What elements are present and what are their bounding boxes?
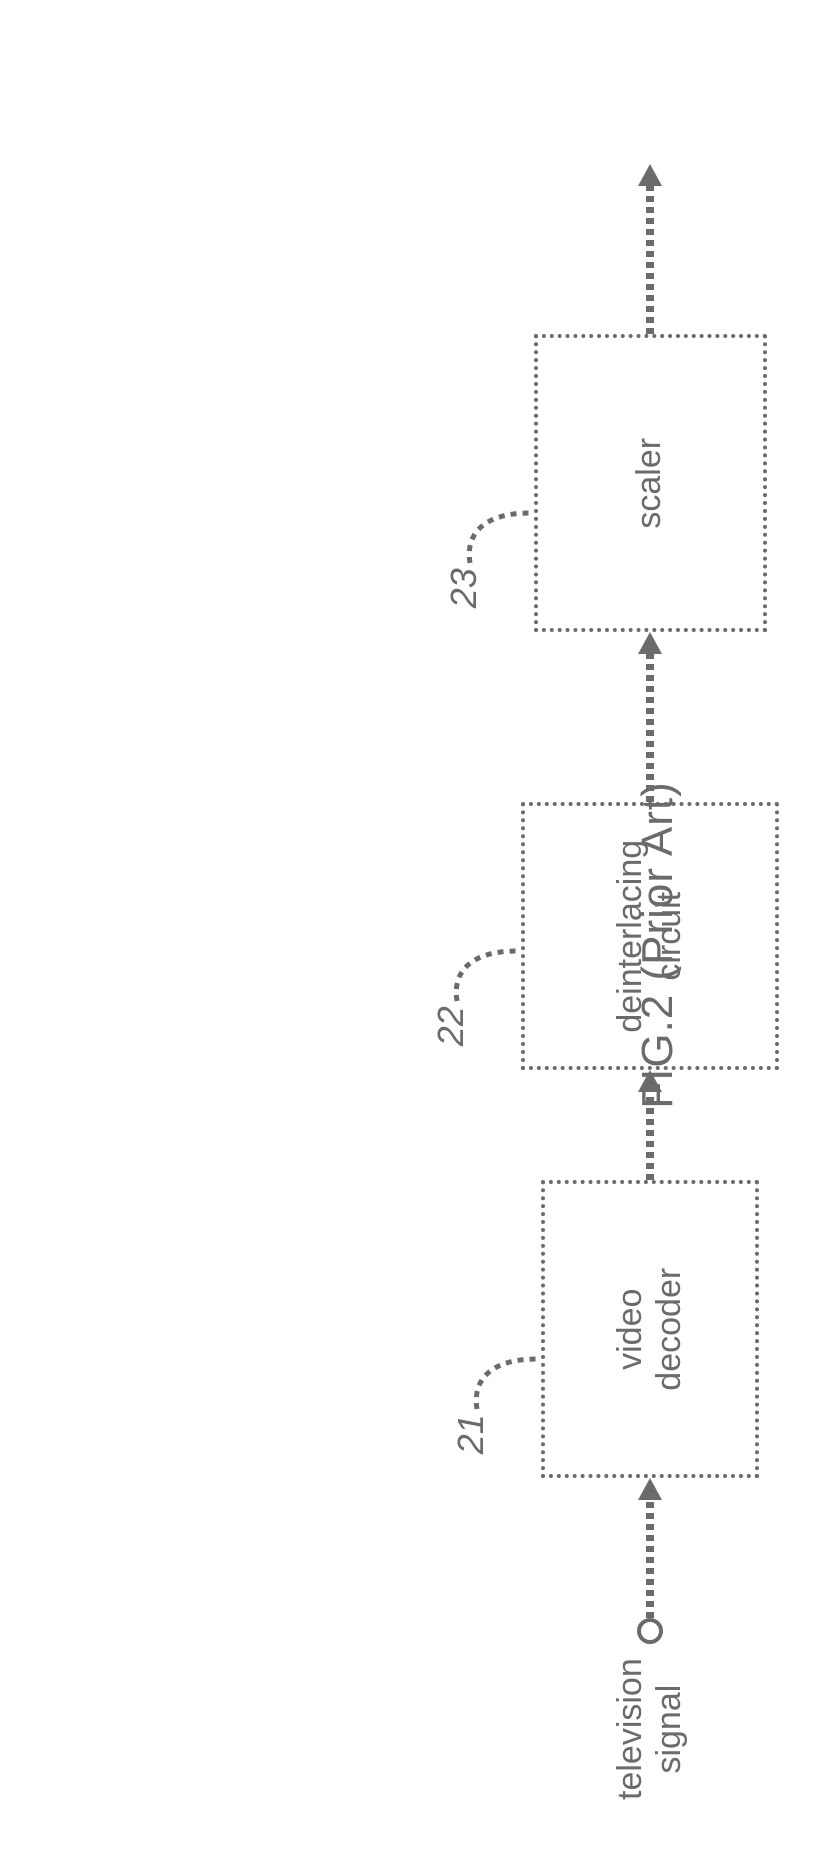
signal-label-line1: television: [611, 1658, 650, 1800]
figure-caption: FIG.2 (Prior Art): [633, 537, 683, 1353]
signal-label: televisionsignal: [611, 1658, 689, 1800]
scaler-ref: 23: [443, 568, 484, 608]
input-node-icon: [637, 1618, 663, 1644]
flow-container: televisionsignalvideodecoder21deinterlac…: [400, 0, 816, 1800]
scaler-leader-icon: [460, 468, 540, 568]
deinterlacing-circuit-leader-icon: [447, 906, 527, 1006]
arrow: [638, 164, 662, 334]
figure-canvas: televisionsignalvideodecoder21deinterlac…: [0, 0, 816, 1858]
scaler-label-line1: scaler: [630, 438, 669, 529]
arrow: [638, 1478, 662, 1618]
deinterlacing-circuit-ref: 22: [430, 1006, 471, 1046]
signal-label-line2: signal: [650, 1658, 689, 1800]
video-decoder-leader-icon: [467, 1314, 547, 1414]
video-decoder-ref: 21: [450, 1414, 491, 1454]
